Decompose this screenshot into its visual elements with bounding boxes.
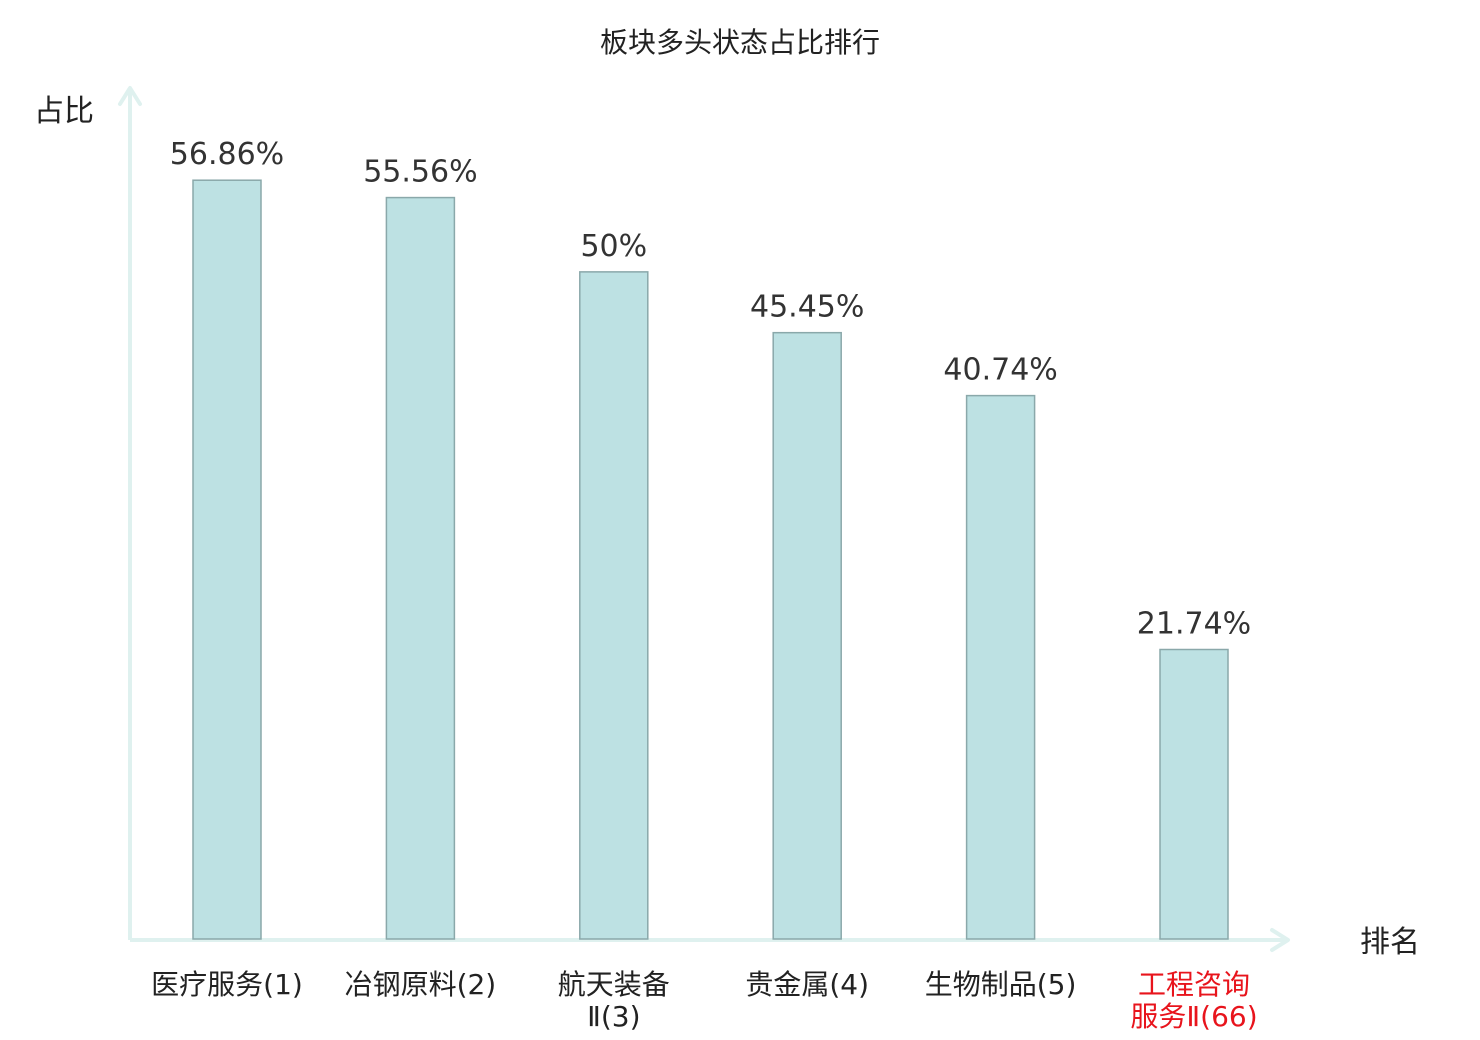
bar bbox=[579, 271, 649, 940]
data-label: 55.56% bbox=[363, 155, 477, 190]
category-tick-label: 服务Ⅱ(66) bbox=[1130, 1000, 1257, 1033]
category-tick-label: 医疗服务(1) bbox=[151, 968, 303, 1001]
data-label: 40.74% bbox=[943, 353, 1057, 388]
bar bbox=[385, 196, 456, 940]
data-label: 21.74% bbox=[1137, 606, 1251, 641]
x-axis-arrow bbox=[1270, 928, 1290, 952]
category-tick-label: 航天装备 bbox=[558, 968, 670, 1001]
bar bbox=[192, 179, 262, 940]
data-label: 50% bbox=[580, 229, 647, 264]
y-axis-arrow bbox=[118, 86, 142, 106]
category-tick-label: 冶钢原料(2) bbox=[345, 968, 497, 1001]
bar bbox=[965, 394, 1036, 940]
category-tick-label: 工程咨询 bbox=[1138, 968, 1250, 1001]
bar bbox=[1159, 648, 1229, 940]
x-axis-label: 排名 bbox=[1360, 925, 1420, 960]
chart-title: 板块多头状态占比排行 bbox=[600, 26, 880, 59]
value-labels-group: 56.86% 55.56% 50% 45.45% 40.74% 21.74% bbox=[170, 137, 1251, 641]
axes bbox=[118, 86, 1290, 952]
category-tick-label: Ⅱ(3) bbox=[587, 1000, 640, 1033]
bar bbox=[772, 331, 842, 940]
category-tick-label: 贵金属(4) bbox=[745, 968, 869, 1001]
category-tick-label: 生物制品(5) bbox=[925, 968, 1077, 1001]
y-axis-label: 占比 bbox=[34, 94, 94, 129]
data-label: 45.45% bbox=[750, 290, 864, 325]
data-label: 56.86% bbox=[170, 137, 284, 172]
bars-group bbox=[192, 179, 1229, 940]
